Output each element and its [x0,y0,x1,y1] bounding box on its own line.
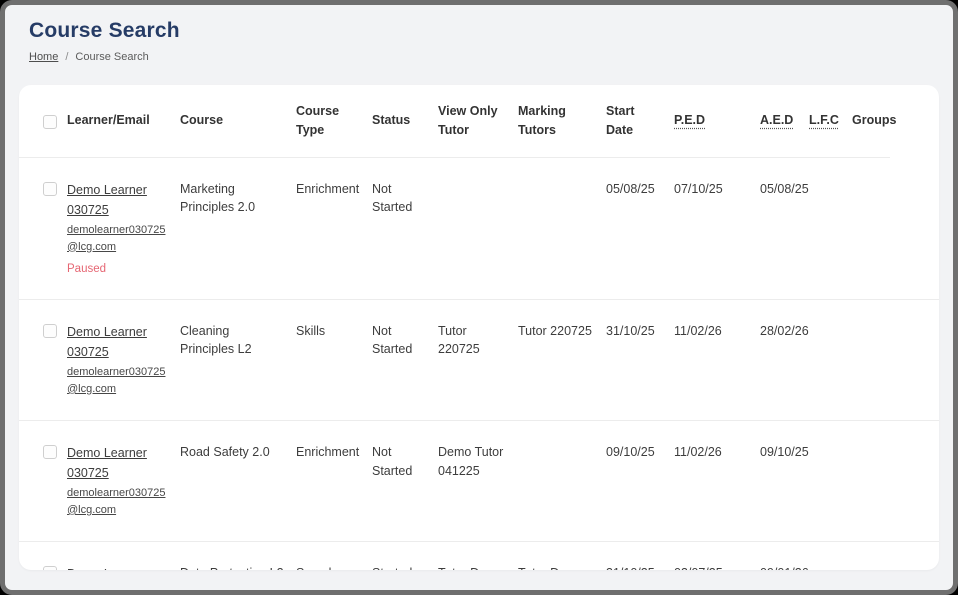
header-marking-tutors: Marking Tutors [518,85,606,158]
groups-cell [890,299,939,421]
header-lfc: L.F.C [809,85,852,158]
table-row: Demo Learner 030725 demolearner030725@lc… [19,299,939,421]
start-date-cell: 31/10/25 [606,541,674,570]
learner-name-link[interactable]: Demo Learner 030725 [67,324,147,359]
learner-email-link[interactable]: demolearner030725@lcg.com [67,486,166,516]
last-action-cell: 11/02/26 [674,299,760,421]
header-learner-email: Learner/Email [67,85,180,158]
last-action-cell: 11/02/26 [674,420,760,542]
page-title: Course Search [29,19,180,42]
marking-tutors-cell [518,157,606,300]
header-lfc-abbr: L.F.C [809,113,839,128]
paused-status-badge: Paused [67,262,107,275]
lfc-cell [852,157,890,300]
ped-cell: 09/01/26 [760,541,809,570]
select-all-checkbox[interactable] [43,114,57,129]
learner-name-link[interactable]: Demo Learner 030725 [67,182,147,217]
ped-cell: 05/08/25 [760,157,809,300]
view-only-tutor-cell: Demo Tutor 041225 [438,420,518,542]
breadcrumb-current: Course Search [75,51,149,63]
header-ped-abbr: P.E.D [674,113,706,128]
lfc-cell [852,420,890,542]
page-header: Course Search Home / Course Search [5,5,953,63]
last-action-cell: 07/10/25 [674,157,760,300]
row-checkbox[interactable] [43,444,57,459]
learner-cell: Demo Learner 030725 demolearner030725@lc… [67,541,180,570]
course-type-cell: Enrichment [296,157,372,300]
header-aed: A.E.D [760,85,809,158]
header-view-only-tutor: View Only Tutor [438,85,518,158]
course-type-cell: Skills [296,299,372,421]
groups-cell [890,541,939,570]
learner-cell: Demo Learner 030725 demolearner030725@lc… [67,420,180,542]
results-card: Learner/Email Course Course Type Status … [19,85,939,570]
ped-cell: 28/02/26 [760,299,809,421]
row-checkbox[interactable] [43,565,57,570]
breadcrumb: Home / Course Search [29,51,929,63]
breadcrumb-home-link[interactable]: Home [29,51,59,63]
view-only-tutor-cell: Tutor Demo [438,541,518,570]
header-ped: P.E.D [674,85,760,158]
ped-cell: 09/10/25 [760,420,809,542]
view-only-tutor-cell: Tutor 220725 [438,299,518,421]
learner-email-link[interactable]: demolearner030725@lcg.com [67,365,166,395]
course-search-table: Learner/Email Course Course Type Status … [19,85,939,570]
table-header-row: Learner/Email Course Course Type Status … [19,85,939,158]
aed-cell [809,420,852,542]
status-cell: Started [372,541,438,570]
learner-cell: Demo Learner 030725 demolearner030725@lc… [67,157,180,300]
marking-tutors-cell: Tutor Demo [518,541,606,570]
groups-cell [890,157,939,300]
start-date-cell: 05/08/25 [606,157,674,300]
table-row: Demo Learner 030725 demolearner030725@lc… [19,157,939,300]
learner-email-link[interactable]: demolearner030725@lcg.com [67,223,166,253]
course-cell: Data Protection L2 [180,541,296,570]
marking-tutors-cell [518,420,606,542]
lfc-cell [852,541,890,570]
course-cell: Road Safety 2.0 [180,420,296,542]
learner-name-link[interactable]: Demo Learner 030725 [67,564,170,570]
breadcrumb-separator: / [65,51,69,63]
header-aed-abbr: A.E.D [760,113,794,128]
header-groups: Groups [852,85,896,158]
header-course: Course [180,85,296,158]
status-cell: Not Started [372,420,438,542]
status-cell: Not Started [372,157,438,300]
header-status: Status [372,85,438,158]
row-checkbox[interactable] [43,181,57,196]
course-cell: Cleaning Principles L2 [180,299,296,421]
course-cell: Marketing Principles 2.0 [180,157,296,300]
status-cell: Not Started [372,299,438,421]
header-start-date: Start Date [606,85,674,158]
row-checkbox[interactable] [43,323,57,338]
course-type-cell: Sample [296,541,372,570]
table-row: Demo Learner 030725 demolearner030725@lc… [19,541,939,570]
lfc-cell [852,299,890,421]
marking-tutors-cell: Tutor 220725 [518,299,606,421]
view-only-tutor-cell [438,157,518,300]
aed-cell [809,157,852,300]
learner-cell: Demo Learner 030725 demolearner030725@lc… [67,299,180,421]
course-type-cell: Enrichment [296,420,372,542]
header-course-type: Course Type [296,85,372,158]
aed-cell [809,299,852,421]
table-row: Demo Learner 030725 demolearner030725@lc… [19,420,939,542]
start-date-cell: 09/10/25 [606,420,674,542]
start-date-cell: 31/10/25 [606,299,674,421]
learner-name-link[interactable]: Demo Learner 030725 [67,445,147,480]
aed-cell [809,541,852,570]
groups-cell [890,420,939,542]
last-action-cell: 03/07/25 [674,541,760,570]
